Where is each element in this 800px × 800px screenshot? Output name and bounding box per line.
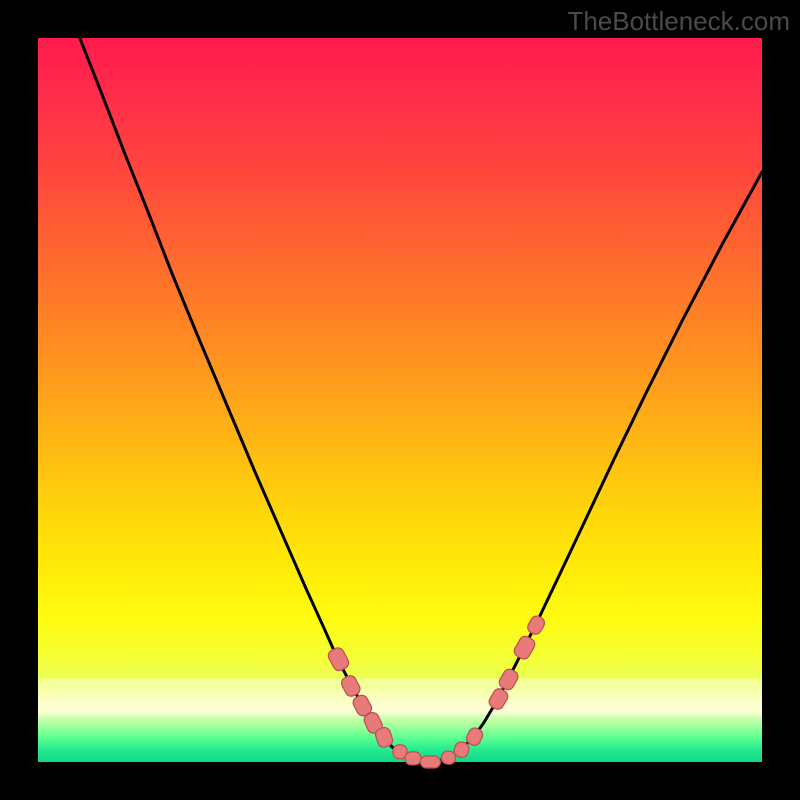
highlight-band — [38, 679, 762, 715]
curve-marker — [420, 756, 440, 768]
chart-root: TheBottleneck.com — [0, 0, 800, 800]
chart-svg — [0, 0, 800, 800]
curve-marker — [405, 752, 421, 765]
plot-background — [38, 38, 762, 762]
watermark-text: TheBottleneck.com — [567, 6, 790, 37]
